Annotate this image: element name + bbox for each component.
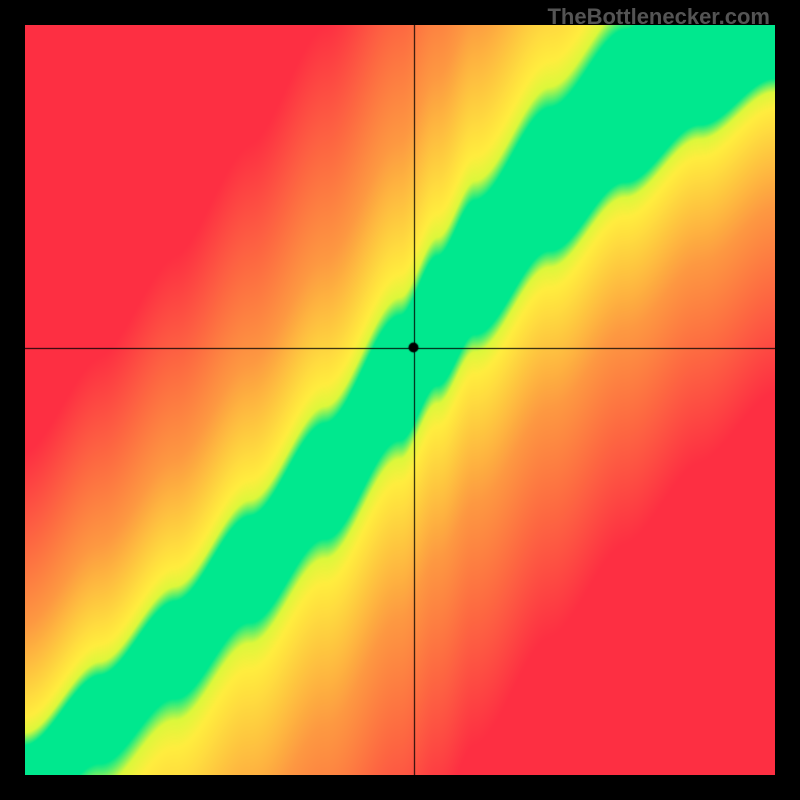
plot-area (25, 25, 775, 775)
chart-container: TheBottlenecker.com (0, 0, 800, 800)
watermark-text: TheBottlenecker.com (547, 4, 770, 30)
heatmap-canvas (25, 25, 775, 775)
